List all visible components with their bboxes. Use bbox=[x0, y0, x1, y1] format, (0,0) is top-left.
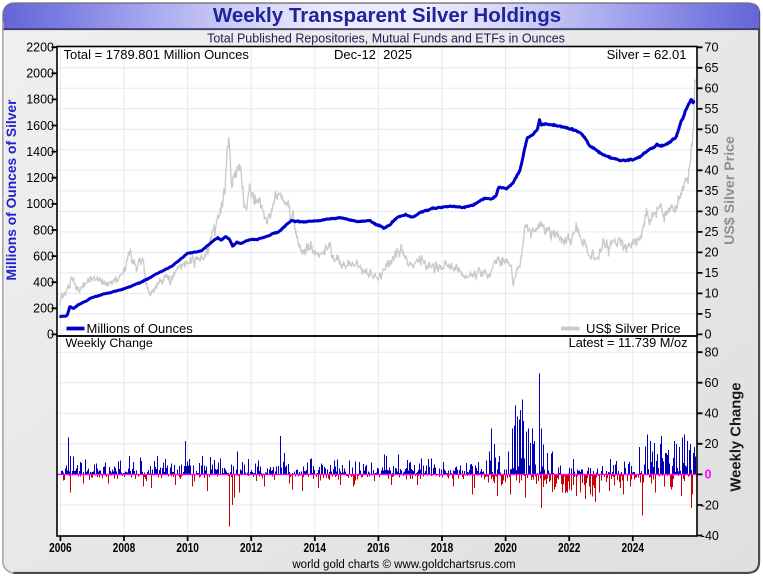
svg-text:Latest = 11.739 M/oz: Latest = 11.739 M/oz bbox=[569, 335, 688, 350]
svg-text:10: 10 bbox=[705, 287, 719, 301]
svg-text:Millions of Ounces: Millions of Ounces bbox=[87, 321, 194, 336]
svg-text:US$ Silver Price: US$ Silver Price bbox=[722, 136, 738, 245]
svg-text:1600: 1600 bbox=[26, 119, 54, 133]
svg-text:2020: 2020 bbox=[494, 540, 517, 555]
svg-text:5: 5 bbox=[705, 307, 712, 321]
svg-text:2014: 2014 bbox=[304, 540, 327, 555]
svg-text:80: 80 bbox=[705, 346, 719, 360]
svg-text:Silver = 62.01: Silver = 62.01 bbox=[607, 47, 687, 62]
svg-text:600: 600 bbox=[33, 249, 54, 263]
svg-text:45: 45 bbox=[705, 143, 719, 157]
svg-text:2016: 2016 bbox=[367, 540, 390, 555]
svg-text:30: 30 bbox=[705, 205, 719, 219]
svg-text:65: 65 bbox=[705, 61, 719, 75]
svg-text:2006: 2006 bbox=[49, 540, 72, 555]
svg-text:40: 40 bbox=[705, 407, 719, 421]
svg-text:Weekly Change: Weekly Change bbox=[66, 336, 153, 350]
svg-text:Total Published Repositories,: Total Published Repositories, Mutual Fun… bbox=[207, 32, 565, 46]
svg-text:70: 70 bbox=[705, 41, 719, 55]
svg-text:200: 200 bbox=[33, 302, 54, 316]
svg-text:15: 15 bbox=[705, 266, 719, 280]
svg-text:2024: 2024 bbox=[622, 540, 645, 555]
svg-text:1200: 1200 bbox=[26, 171, 54, 185]
svg-text:1800: 1800 bbox=[26, 93, 54, 107]
svg-text:50: 50 bbox=[705, 123, 719, 137]
svg-text:Weekly Transparent Silver Hold: Weekly Transparent Silver Holdings bbox=[213, 4, 561, 27]
svg-text:40: 40 bbox=[705, 164, 719, 178]
svg-text:Weekly Change: Weekly Change bbox=[729, 382, 745, 491]
svg-text:25: 25 bbox=[705, 225, 719, 239]
svg-text:35: 35 bbox=[705, 184, 719, 198]
svg-text:60: 60 bbox=[705, 82, 719, 96]
svg-text:-20: -20 bbox=[701, 498, 719, 512]
svg-text:20: 20 bbox=[705, 437, 719, 451]
svg-text:Dec-12 2025: Dec-12 2025 bbox=[334, 47, 412, 62]
svg-text:400: 400 bbox=[33, 276, 54, 290]
svg-text:-40: -40 bbox=[701, 529, 719, 543]
svg-text:2200: 2200 bbox=[26, 41, 54, 55]
svg-text:20: 20 bbox=[705, 246, 719, 260]
svg-text:1000: 1000 bbox=[26, 197, 54, 211]
svg-text:Total = 1789.801 Million Ounce: Total = 1789.801 Million Ounces bbox=[64, 47, 250, 62]
svg-text:2010: 2010 bbox=[176, 540, 199, 555]
svg-text:world gold charts © www.goldch: world gold charts © www.goldchartsrus.co… bbox=[291, 559, 515, 571]
svg-text:60: 60 bbox=[705, 376, 719, 390]
svg-text:0: 0 bbox=[47, 328, 54, 342]
svg-text:0: 0 bbox=[705, 468, 712, 482]
svg-text:2022: 2022 bbox=[558, 540, 581, 555]
svg-text:1400: 1400 bbox=[26, 145, 54, 159]
svg-text:800: 800 bbox=[33, 223, 54, 237]
svg-text:55: 55 bbox=[705, 102, 719, 116]
svg-text:0: 0 bbox=[705, 328, 712, 342]
svg-text:US$ Silver Price: US$ Silver Price bbox=[586, 321, 681, 336]
svg-text:2018: 2018 bbox=[431, 540, 454, 555]
svg-text:Millions of Ounces of Silver: Millions of Ounces of Silver bbox=[4, 99, 19, 281]
svg-text:2012: 2012 bbox=[240, 540, 263, 555]
svg-text:2000: 2000 bbox=[26, 67, 54, 81]
svg-text:2008: 2008 bbox=[113, 540, 136, 555]
